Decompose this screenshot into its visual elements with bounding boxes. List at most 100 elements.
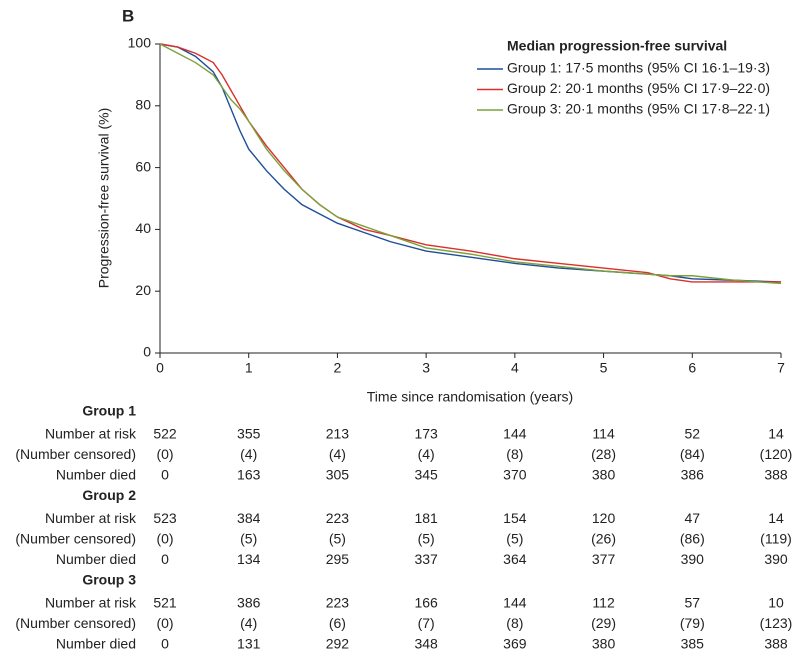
table-cell: 0 (161, 551, 169, 567)
table-cell: 0 (161, 636, 169, 652)
table-cell: (5) (329, 531, 346, 547)
row-label: Number at risk (45, 426, 137, 442)
table-cell: 390 (764, 551, 788, 567)
y-tick-label: 60 (135, 158, 151, 174)
y-tick-label: 40 (135, 220, 151, 236)
table-cell: 295 (326, 551, 350, 567)
table-cell: (29) (591, 615, 616, 631)
table-cell: 388 (764, 636, 788, 652)
table-cell: (0) (156, 446, 173, 462)
table-cell: (8) (506, 615, 523, 631)
table-cell: 173 (414, 426, 438, 442)
x-tick-label: 2 (334, 360, 342, 376)
table-cell: 163 (237, 467, 261, 483)
group-name: Group 1 (82, 403, 136, 419)
table-cell: (6) (329, 615, 346, 631)
table-cell: 377 (592, 551, 616, 567)
table-cell: 154 (503, 510, 527, 526)
table-cell: 390 (681, 551, 705, 567)
table-cell: 0 (161, 467, 169, 483)
row-label: (Number censored) (15, 615, 136, 631)
table-cell: 364 (503, 551, 527, 567)
table-cell: 14 (768, 426, 784, 442)
row-label: Number died (56, 467, 136, 483)
table-cell: (4) (240, 615, 257, 631)
table-cell: (8) (506, 446, 523, 462)
y-axis-label: Progression-free survival (%) (96, 108, 112, 289)
table-cell: 523 (153, 510, 177, 526)
table-cell: 292 (326, 636, 350, 652)
table-cell: 380 (592, 636, 616, 652)
table-cell: (4) (329, 446, 346, 462)
x-tick-label: 3 (422, 360, 430, 376)
table-cell: 52 (684, 426, 700, 442)
table-cell: 521 (153, 595, 177, 611)
group-name: Group 3 (82, 572, 136, 588)
row-label: Number died (56, 636, 136, 652)
table-cell: 14 (768, 510, 784, 526)
table-cell: 112 (592, 595, 615, 611)
table-cell: (79) (680, 615, 705, 631)
table-cell: (28) (591, 446, 616, 462)
table-cell: (5) (240, 531, 257, 547)
x-tick-label: 7 (777, 360, 785, 376)
table-cell: 386 (237, 595, 261, 611)
row-label: Number died (56, 551, 136, 567)
table-cell: 345 (414, 467, 438, 483)
table-cell: (0) (156, 531, 173, 547)
table-cell: 181 (414, 510, 438, 526)
x-tick-label: 5 (600, 360, 608, 376)
table-cell: 131 (237, 636, 261, 652)
table-cell: 369 (503, 636, 527, 652)
table-cell: 134 (237, 551, 261, 567)
table-cell: (26) (591, 531, 616, 547)
table-cell: 348 (414, 636, 438, 652)
table-cell: 388 (764, 467, 788, 483)
table-cell: 385 (681, 636, 705, 652)
table-cell: (123) (760, 615, 793, 631)
y-tick-label: 80 (135, 97, 151, 113)
group-name: Group 2 (82, 487, 136, 503)
table-cell: 522 (153, 426, 177, 442)
legend-label: Group 2: 20·1 months (95% CI 17·9–22·0) (507, 80, 770, 96)
row-label: (Number censored) (15, 531, 136, 547)
table-cell: (5) (418, 531, 435, 547)
x-tick-label: 0 (156, 360, 164, 376)
table-cell: 380 (592, 467, 616, 483)
table-cell: (4) (240, 446, 257, 462)
y-tick-label: 100 (128, 35, 152, 51)
row-label: Number at risk (45, 595, 137, 611)
legend-label: Group 3: 20·1 months (95% CI 17·8–22·1) (507, 101, 770, 117)
table-cell: (5) (506, 531, 523, 547)
table-cell: 386 (681, 467, 705, 483)
table-cell: 120 (592, 510, 616, 526)
y-tick-label: 20 (135, 282, 151, 298)
table-cell: 223 (326, 510, 350, 526)
panel-label: B (122, 6, 134, 25)
row-label: Number at risk (45, 510, 137, 526)
table-cell: (86) (680, 531, 705, 547)
table-cell: 144 (503, 595, 527, 611)
table-cell: 223 (326, 595, 350, 611)
table-cell: (0) (156, 615, 173, 631)
survival-curve (159, 43, 782, 285)
table-cell: 114 (592, 426, 615, 442)
table-cell: (4) (418, 446, 435, 462)
table-cell: 370 (503, 467, 527, 483)
table-cell: 144 (503, 426, 527, 442)
table-cell: 47 (684, 510, 700, 526)
table-cell: 166 (414, 595, 438, 611)
table-cell: 355 (237, 426, 261, 442)
table-cell: (84) (680, 446, 705, 462)
x-tick-label: 6 (688, 360, 696, 376)
legend-label: Group 1: 17·5 months (95% CI 16·1–19·3) (507, 60, 770, 76)
table-cell: 384 (237, 510, 261, 526)
table-cell: (120) (760, 446, 793, 462)
table-cell: 57 (684, 595, 700, 611)
table-cell: (7) (418, 615, 435, 631)
table-cell: 213 (326, 426, 350, 442)
x-tick-label: 1 (245, 360, 253, 376)
x-tick-label: 4 (511, 360, 519, 376)
row-label: (Number censored) (15, 446, 136, 462)
